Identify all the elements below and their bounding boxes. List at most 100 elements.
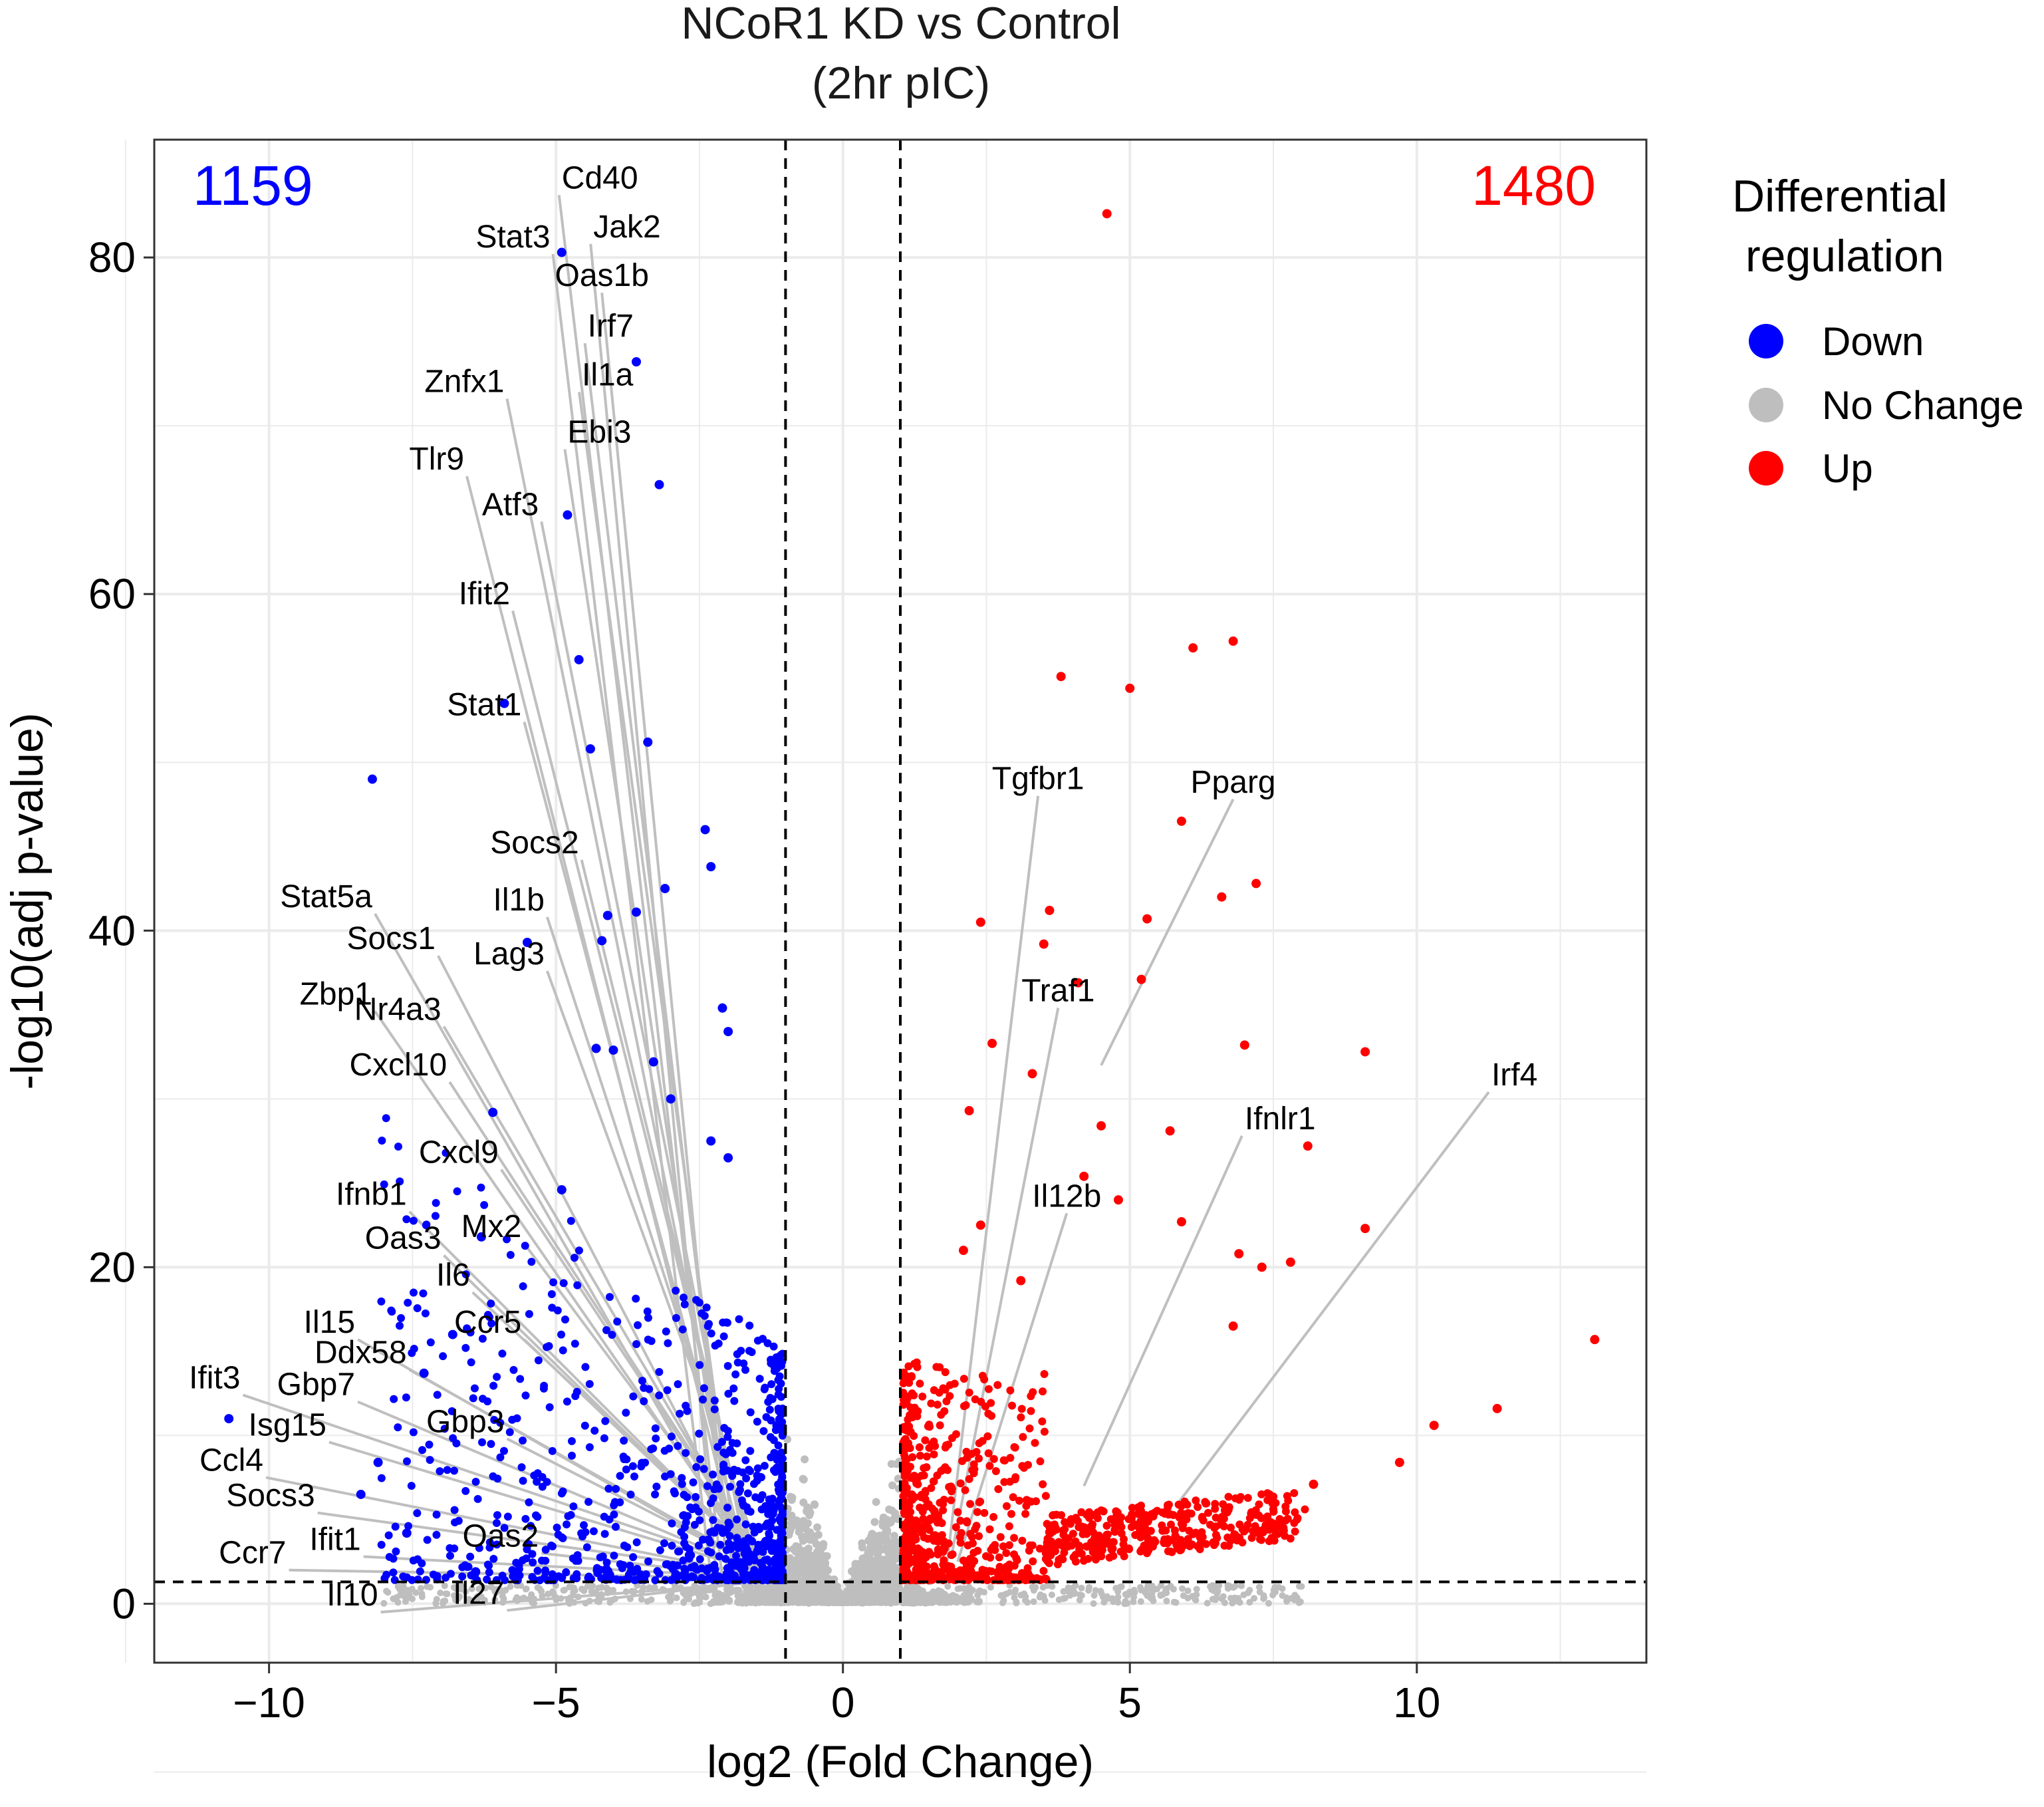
point-cloud: [640, 1383, 648, 1392]
point-cloud: [744, 1506, 753, 1515]
point-cloud: [410, 1345, 418, 1353]
point-no-change: [793, 1518, 802, 1526]
point-no-change: [872, 1498, 880, 1506]
point-no-change: [380, 1599, 388, 1607]
point-no-change: [801, 1455, 809, 1464]
point-cloud: [1217, 1520, 1225, 1529]
point-no-change: [1159, 1591, 1166, 1598]
point-cloud: [722, 1318, 731, 1327]
point-cloud: [1143, 1533, 1152, 1542]
point-cloud: [690, 1520, 699, 1529]
point-cloud: [915, 1546, 924, 1554]
point-cloud: [571, 1392, 580, 1401]
point-cloud: [630, 1472, 638, 1481]
point-cloud: [761, 1536, 770, 1545]
point-no-change: [778, 1588, 785, 1595]
point-no-change: [890, 1532, 898, 1540]
point-no-change: [799, 1474, 807, 1483]
point-cloud: [483, 1560, 492, 1569]
point-cloud: [922, 1463, 931, 1472]
point-cloud: [741, 1520, 750, 1529]
point-cloud: [1127, 1512, 1136, 1521]
point-no-change: [873, 1568, 882, 1576]
point-no-change: [1059, 1595, 1067, 1602]
point-cloud: [682, 1401, 690, 1410]
point-no-change: [491, 1596, 499, 1603]
point-cloud: [418, 1446, 427, 1455]
point-cloud: [698, 1564, 706, 1573]
point-no-change: [475, 1595, 482, 1602]
point-cloud: [696, 1455, 705, 1464]
point-cloud: [515, 1562, 523, 1570]
point-no-change: [482, 1584, 489, 1592]
point-no-change: [457, 1582, 465, 1589]
point-cloud: [1040, 1369, 1049, 1378]
point-no-change: [804, 1589, 813, 1598]
point-cloud: [1173, 1544, 1182, 1553]
point-cloud: [774, 1375, 783, 1384]
point-cloud: [1039, 1480, 1047, 1488]
point-cloud: [1040, 1575, 1049, 1584]
point-cloud: [1079, 1556, 1088, 1565]
point-no-change: [892, 1460, 901, 1468]
point-cloud: [1180, 1497, 1189, 1506]
point-cloud: [477, 1183, 485, 1192]
point-cloud: [959, 1402, 968, 1411]
point-cloud: [581, 1363, 590, 1371]
point-no-change: [1131, 1589, 1138, 1596]
point-cloud: [1089, 1511, 1098, 1520]
point-cloud: [1017, 1405, 1026, 1413]
point-cloud: [941, 1385, 950, 1394]
point-no-change: [1246, 1599, 1253, 1606]
point-cloud: [425, 1441, 434, 1449]
point-no-change: [884, 1520, 892, 1528]
point-cloud: [655, 1391, 664, 1400]
point-no-change: [783, 1585, 791, 1592]
point-cloud: [719, 1332, 728, 1341]
point-no-change: [667, 1596, 674, 1603]
point-no-change: [1032, 1584, 1039, 1591]
point-cloud: [705, 1536, 713, 1545]
point-cloud: [705, 1320, 713, 1328]
point-no-change: [925, 1591, 932, 1598]
point-cloud: [907, 1537, 916, 1546]
point-cloud: [996, 1533, 1005, 1542]
point-cloud: [584, 1498, 593, 1506]
point-cloud: [987, 1399, 995, 1407]
point-no-change: [870, 1595, 878, 1602]
point-no-change: [747, 1582, 754, 1590]
point-cloud: [733, 1534, 741, 1542]
point-cloud: [709, 1494, 717, 1502]
point-cloud: [981, 1552, 990, 1560]
point-cloud: [1025, 1424, 1034, 1433]
point-cloud: [1039, 1567, 1048, 1576]
point-no-change: [711, 1592, 719, 1599]
point-cloud: [717, 1438, 726, 1447]
point-cloud: [745, 1321, 754, 1330]
point-no-change: [888, 1506, 896, 1515]
point-no-change: [610, 1587, 617, 1594]
point-cloud: [390, 1395, 398, 1403]
point-no-change: [1214, 1587, 1221, 1594]
point-cloud: [916, 1379, 924, 1388]
point-cloud: [1029, 1388, 1037, 1397]
point-cloud: [385, 1553, 394, 1562]
point-no-change: [1229, 1584, 1237, 1591]
point-cloud: [732, 1552, 741, 1560]
point-cloud: [443, 1466, 451, 1474]
point-cloud: [432, 1198, 440, 1207]
point-cloud: [668, 1542, 676, 1550]
point-cloud: [620, 1437, 628, 1445]
point-no-change: [811, 1566, 820, 1574]
point-no-change: [513, 1594, 521, 1601]
point-no-change: [804, 1544, 813, 1553]
point-cloud: [563, 1520, 571, 1529]
point-cloud: [626, 1562, 634, 1570]
point-no-change: [644, 1598, 651, 1605]
point-cloud: [753, 1464, 762, 1472]
point-cloud: [1032, 1497, 1041, 1506]
point-cloud: [753, 1548, 761, 1556]
point-no-change: [785, 1528, 794, 1536]
point-cloud: [1060, 1548, 1069, 1557]
point-cloud: [1219, 1500, 1227, 1508]
